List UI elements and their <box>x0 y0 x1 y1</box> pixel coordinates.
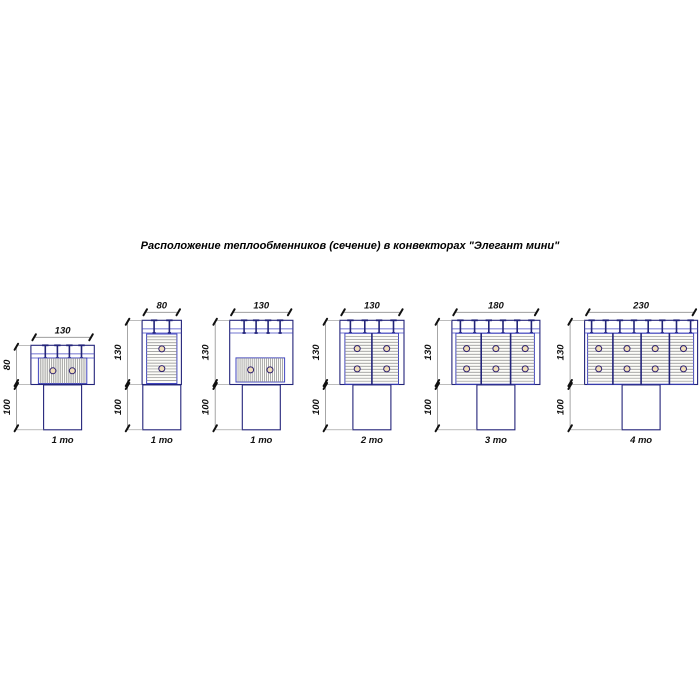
svg-text:4 то: 4 то <box>629 435 652 446</box>
svg-text:130: 130 <box>364 300 381 311</box>
svg-text:100: 100 <box>423 398 434 415</box>
svg-text:130: 130 <box>201 344 212 361</box>
svg-text:100: 100 <box>556 398 567 415</box>
svg-text:100: 100 <box>311 398 322 415</box>
svg-text:130: 130 <box>113 344 124 361</box>
svg-text:1 то: 1 то <box>151 435 173 446</box>
svg-text:130: 130 <box>253 300 270 311</box>
svg-text:130: 130 <box>556 344 567 361</box>
svg-text:100: 100 <box>201 398 212 415</box>
svg-text:3 то: 3 то <box>485 435 507 446</box>
svg-text:230: 230 <box>632 300 650 311</box>
svg-text:100: 100 <box>113 398 124 415</box>
svg-text:180: 180 <box>488 300 505 311</box>
svg-text:130: 130 <box>311 344 322 361</box>
svg-text:1 то: 1 то <box>52 435 74 446</box>
svg-text:1 то: 1 то <box>250 435 272 446</box>
svg-text:2 то: 2 то <box>360 435 383 446</box>
svg-text:130: 130 <box>55 325 72 336</box>
svg-text:80: 80 <box>157 300 168 311</box>
svg-text:80: 80 <box>2 359 13 370</box>
svg-text:100: 100 <box>2 398 13 415</box>
svg-text:130: 130 <box>423 344 434 361</box>
